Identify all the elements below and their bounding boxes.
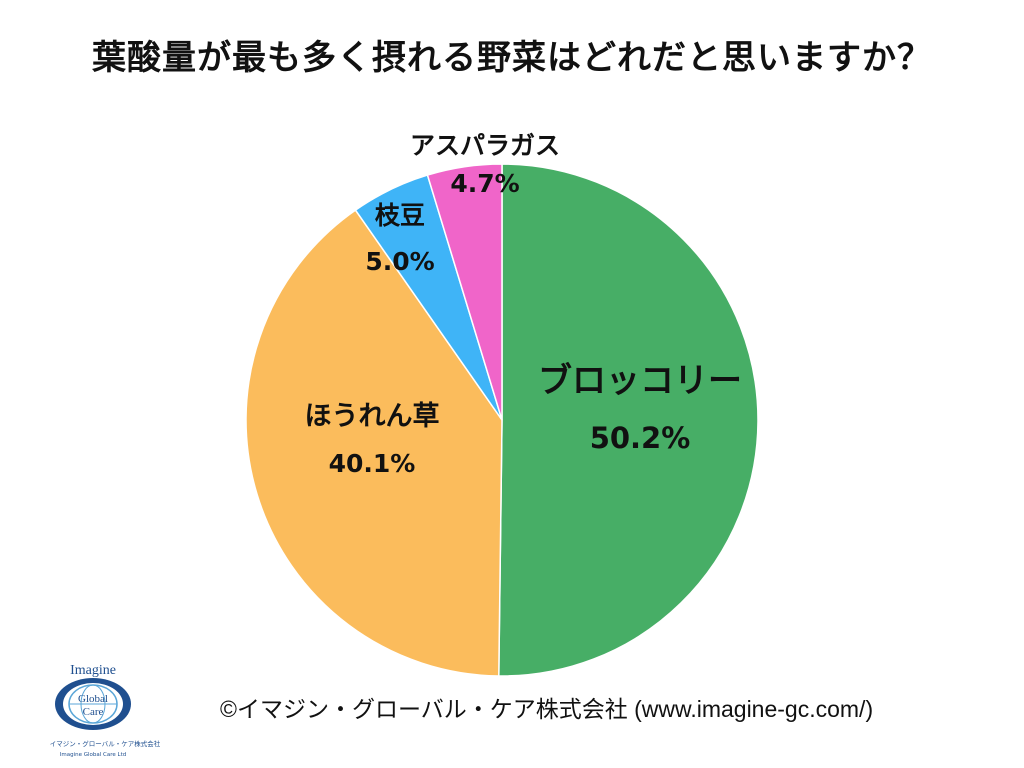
- logo-word-mid2: Care: [83, 706, 104, 718]
- slice-label-3: 枝豆: [375, 201, 425, 230]
- pie-slice-2: [245, 209, 503, 677]
- company-logo: Imagine Global Care イマジン・グローバル・ケア株式会社 Im…: [50, 663, 161, 758]
- slice-label-1: ブロッコリー: [538, 361, 742, 401]
- slice-label-4: アスパラガス: [410, 131, 560, 160]
- slice-value-4: 4.7%: [450, 169, 519, 198]
- slice-value-2: 40.1%: [329, 449, 416, 478]
- copyright-text: ©イマジン・グローバル・ケア株式会社 (www.imagine-gc.com/): [220, 696, 874, 722]
- pie-slice-1: [498, 163, 759, 677]
- logo-caption-en: Imagine Global Care Ltd: [60, 752, 126, 758]
- logo-word-mid1: Global: [78, 693, 108, 705]
- slice-label-2: ほうれん草: [305, 401, 440, 432]
- pie-chart: ブロッコリー 50.2% ほうれん草 40.1% 枝豆 5.0% アスパラガス 4.7%: [245, 131, 759, 677]
- slice-value-3: 5.0%: [365, 247, 434, 276]
- logo-caption-jp: イマジン・グローバル・ケア株式会社: [50, 739, 161, 748]
- pie-slice-4: [426, 163, 503, 421]
- slice-value-1: 50.2%: [590, 421, 691, 455]
- chart-title: 葉酸量が最も多く摂れる野菜はどれだと思いますか？: [92, 38, 932, 78]
- logo-word-top: Imagine: [70, 663, 116, 678]
